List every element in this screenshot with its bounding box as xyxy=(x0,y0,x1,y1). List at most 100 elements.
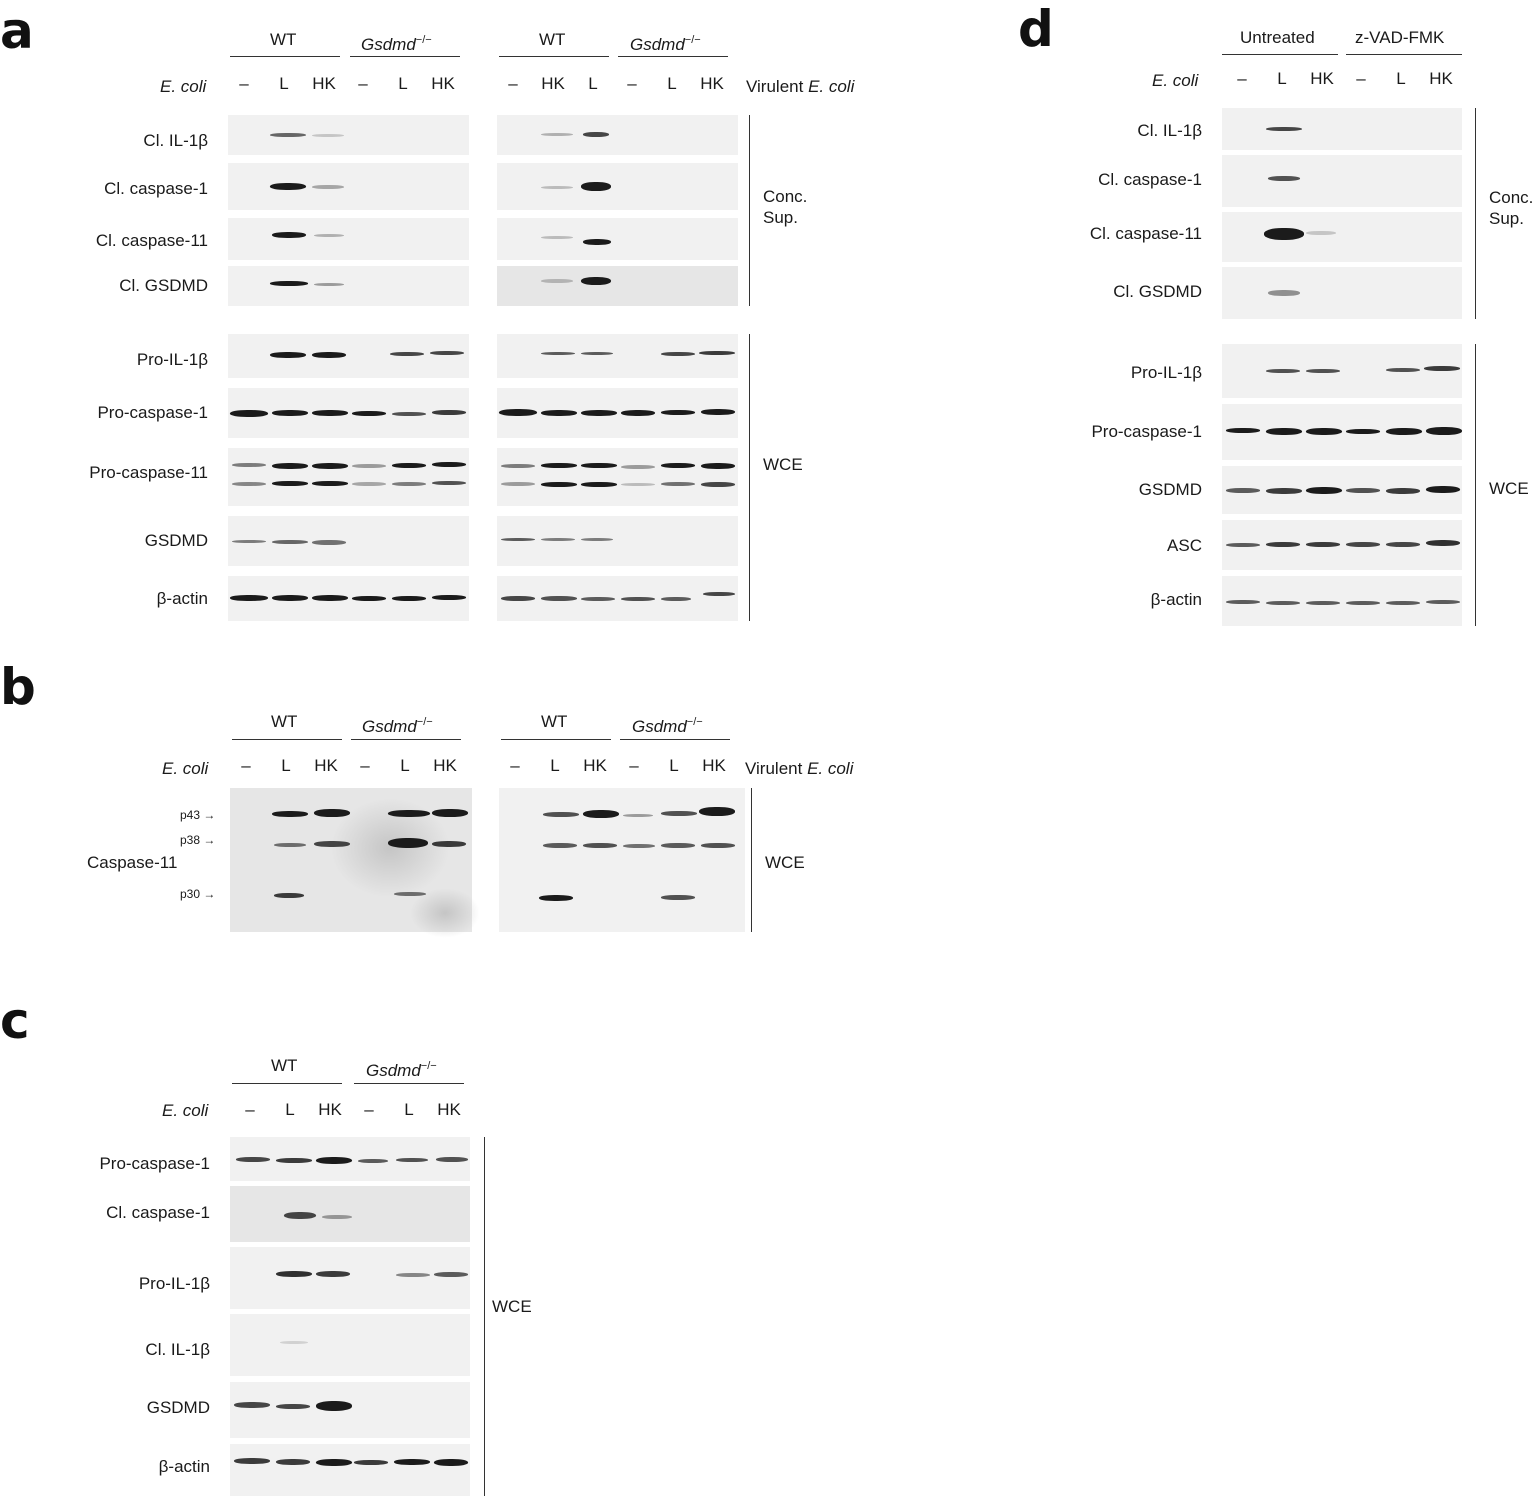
band xyxy=(581,352,613,355)
band xyxy=(314,841,350,847)
band xyxy=(661,843,695,848)
band xyxy=(1386,428,1422,435)
blot-strip xyxy=(230,1137,470,1181)
band xyxy=(541,236,573,239)
band xyxy=(621,410,655,416)
group-underline xyxy=(354,1083,464,1084)
band xyxy=(1226,600,1260,604)
band xyxy=(392,482,426,486)
band xyxy=(581,463,617,468)
lane-label: – xyxy=(364,1100,374,1119)
group-label-gsdmd: Gsdmd−/− xyxy=(362,716,433,736)
group-underline xyxy=(350,56,460,57)
lane-label: L xyxy=(550,756,560,775)
row-label: Caspase-11 xyxy=(87,853,178,872)
group-label-gsdmd: Gsdmd−/− xyxy=(366,1060,437,1080)
panel-letter-a: a xyxy=(0,2,34,60)
row-label: Cl. GSDMD xyxy=(119,276,208,295)
group-underline xyxy=(232,739,342,740)
group-label-untreated: Untreated xyxy=(1240,28,1315,47)
band xyxy=(699,351,735,355)
marker-p38: p38 → xyxy=(180,833,216,847)
lane-label: HK xyxy=(431,74,455,93)
band xyxy=(661,463,695,468)
group-label-gsdmd: Gsdmd−/− xyxy=(630,34,701,54)
band xyxy=(501,464,535,468)
group-label-zvad: z-VAD-FMK xyxy=(1355,28,1445,47)
virulent-treatment-label: Virulent E. coli xyxy=(746,77,855,96)
band xyxy=(661,482,695,486)
lane-label: L xyxy=(1396,69,1406,88)
blot-strip xyxy=(228,218,469,260)
lane-label: HK xyxy=(314,756,338,775)
blot-strip xyxy=(1222,466,1462,514)
blot-strip xyxy=(228,448,469,506)
band xyxy=(270,183,306,190)
row-label: Cl. caspase-11 xyxy=(95,231,208,250)
band xyxy=(432,841,466,847)
band xyxy=(1266,127,1302,131)
band xyxy=(284,1212,316,1219)
row-label: Pro-caspase-1 xyxy=(99,1154,210,1173)
band xyxy=(501,596,535,601)
group-label-wt: WT xyxy=(270,30,297,49)
lane-label: – xyxy=(629,756,639,775)
blot-strip xyxy=(497,266,738,306)
band xyxy=(388,838,428,848)
group-underline xyxy=(618,56,728,57)
band xyxy=(581,410,617,416)
band xyxy=(432,809,468,817)
band xyxy=(270,352,306,358)
band xyxy=(312,185,344,189)
group-underline xyxy=(232,1083,342,1084)
band xyxy=(1346,542,1380,547)
band xyxy=(436,1157,468,1162)
band xyxy=(276,1271,312,1277)
band xyxy=(272,540,308,544)
band xyxy=(543,812,579,817)
bracket-line xyxy=(749,334,750,621)
panel-letter-b: b xyxy=(0,658,36,716)
band xyxy=(1226,543,1260,547)
band xyxy=(541,133,573,136)
blot-strip xyxy=(230,1186,470,1242)
blot-strip xyxy=(230,1444,470,1496)
blot-strip xyxy=(497,115,738,155)
lane-label: L xyxy=(279,74,289,93)
lane-label: HK xyxy=(1310,69,1334,88)
band xyxy=(661,410,695,415)
group-label-wt: WT xyxy=(541,712,568,731)
blot-strip xyxy=(497,334,738,378)
band xyxy=(392,463,426,468)
group-label-wt: WT xyxy=(271,712,298,731)
band xyxy=(1426,600,1460,604)
band xyxy=(352,411,386,416)
band xyxy=(316,1459,352,1466)
band xyxy=(234,1402,270,1408)
band xyxy=(541,352,575,355)
bracket-label: WCE xyxy=(492,1297,532,1316)
lane-label: HK xyxy=(437,1100,461,1119)
blot-caspase11-right xyxy=(499,788,745,932)
band xyxy=(236,1157,270,1162)
row-label: Cl. caspase-1 xyxy=(106,1203,210,1222)
band xyxy=(1266,601,1300,605)
band xyxy=(272,595,308,601)
band xyxy=(623,814,653,817)
panel-letter-c: c xyxy=(0,992,30,1050)
band xyxy=(354,1460,388,1465)
band xyxy=(274,893,304,898)
blot-strip xyxy=(497,163,738,210)
blot-strip xyxy=(497,448,738,506)
band xyxy=(623,844,655,848)
band xyxy=(312,540,346,545)
band xyxy=(230,410,268,417)
band xyxy=(396,1158,428,1162)
lane-label: HK xyxy=(583,756,607,775)
band xyxy=(661,597,691,601)
band xyxy=(701,463,735,469)
band xyxy=(621,483,655,486)
band xyxy=(1306,542,1340,547)
band xyxy=(394,892,426,896)
band xyxy=(352,482,386,486)
